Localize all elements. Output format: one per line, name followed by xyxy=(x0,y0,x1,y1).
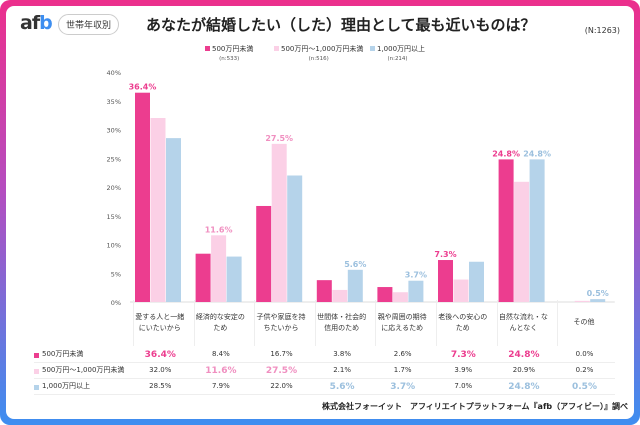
legend-item-2: 500万円～1,000万円未満 (n:516) xyxy=(274,44,363,62)
bar xyxy=(498,159,514,302)
category-label: 老後への安心のため xyxy=(436,300,489,346)
legend-item-3: 1,000万円以上 (n:214) xyxy=(370,44,425,62)
table-cell: 27.5% xyxy=(251,364,312,379)
table-cell: 16.7% xyxy=(251,348,312,363)
table-cell: 7.3% xyxy=(433,348,494,363)
category-label: 世間体・社会的信用のため xyxy=(314,300,368,346)
row-swatch xyxy=(34,369,39,374)
source-note: 株式会社フォーイット アフィリエイトプラットフォーム『afb（アフィビー）』調べ xyxy=(321,402,628,411)
category-label: 経済的な安定のため xyxy=(193,300,247,346)
bar xyxy=(453,279,469,302)
table-cell: 24.8% xyxy=(493,348,555,363)
bar xyxy=(332,289,348,302)
bar xyxy=(316,280,332,302)
table-cell: 24.8% xyxy=(493,380,555,395)
table-cell: 0.0% xyxy=(554,348,615,363)
bar xyxy=(195,253,211,302)
bar-data-label: 5.6% xyxy=(344,260,366,269)
legend-swatch xyxy=(370,46,375,51)
y-tick-label: 35% xyxy=(107,98,121,106)
legend-label: 1,000万円以上 xyxy=(377,45,426,53)
row-swatch xyxy=(34,353,39,358)
bar xyxy=(256,205,272,302)
y-tick-label: 40% xyxy=(107,69,121,77)
bar xyxy=(271,143,287,302)
legend-n: (n:214) xyxy=(387,56,408,62)
bar xyxy=(150,118,166,302)
bar xyxy=(166,138,181,302)
bar xyxy=(377,287,393,302)
table-cell: 5.6% xyxy=(311,380,373,395)
total-n: (N:1263) xyxy=(584,26,620,35)
bar xyxy=(135,92,150,302)
y-tick-label: 30% xyxy=(107,127,121,135)
legend-swatch xyxy=(274,46,279,51)
bar xyxy=(529,159,545,302)
table-cell: 0.2% xyxy=(554,364,615,379)
legend-n: (n:533) xyxy=(219,56,240,62)
row-swatch xyxy=(34,385,39,390)
table-cell: 2.6% xyxy=(372,348,433,363)
table-cell: 2.1% xyxy=(311,364,373,379)
bar xyxy=(211,235,227,302)
legend-label: 500万円～1,000万円未満 xyxy=(281,45,364,53)
bar xyxy=(469,261,484,302)
category-label: 子供や家庭を持ちたいから xyxy=(254,300,307,346)
table-cell: 7.9% xyxy=(190,380,252,395)
category-label: 愛する人と一緒にいたいから xyxy=(133,300,186,346)
bar xyxy=(574,300,590,302)
bar-data-label: 11.6% xyxy=(205,225,233,234)
category-label: 自然な流れ・なんとなく xyxy=(496,300,550,346)
table-cell: 3.9% xyxy=(433,364,494,379)
y-tick-label: 20% xyxy=(107,184,121,192)
bar-data-label: 0.5% xyxy=(587,289,609,298)
bar-data-label: 24.8% xyxy=(523,149,551,158)
row-label: 500万円未満 xyxy=(34,348,130,363)
bar-data-label: 7.3% xyxy=(434,250,456,259)
y-tick-label: 25% xyxy=(107,155,121,163)
y-tick-label: 15% xyxy=(107,213,121,221)
table-cell: 32.0% xyxy=(130,364,191,379)
table-cell: 28.5% xyxy=(130,380,191,395)
table-cell: 11.6% xyxy=(190,364,252,379)
table-cell: 20.9% xyxy=(493,364,555,379)
bar-data-label: 24.8% xyxy=(492,149,520,158)
bar xyxy=(287,175,303,302)
table-cell: 7.0% xyxy=(433,380,494,395)
bar-data-label: 36.4% xyxy=(129,83,157,92)
row-label: 500万円～1,000万円未満 xyxy=(34,364,130,379)
legend-label: 500万円未満 xyxy=(212,45,254,53)
y-tick-label: 10% xyxy=(107,242,121,250)
card xyxy=(6,6,634,419)
bar xyxy=(408,280,424,302)
afb-logo: afb xyxy=(20,12,53,34)
bar xyxy=(226,256,242,302)
category-label: その他 xyxy=(557,300,610,346)
bar xyxy=(438,260,453,302)
table-cell: 22.0% xyxy=(251,380,312,395)
legend-n: (n:516) xyxy=(308,56,329,62)
category-label: 親や周囲の期待に応えるため xyxy=(375,300,428,346)
bar-data-label: 27.5% xyxy=(265,134,293,143)
page-title: あなたが結婚したい（した）理由として最も近いものは？ xyxy=(146,16,536,34)
y-tick-label: 0% xyxy=(111,299,121,307)
table-cell: 3.8% xyxy=(311,348,373,363)
bar xyxy=(514,181,530,302)
legend-item-1: 500万円未満 (n:533) xyxy=(205,44,253,62)
table-cell: 8.4% xyxy=(190,348,252,363)
bar xyxy=(590,299,606,302)
table-cell: 36.4% xyxy=(130,348,191,363)
y-tick-label: 5% xyxy=(111,270,121,278)
bar-data-label: 3.7% xyxy=(405,271,427,280)
segment-tag: 世帯年収別 xyxy=(58,14,120,35)
table-cell: 0.5% xyxy=(554,380,615,395)
bar xyxy=(347,269,363,302)
legend-swatch xyxy=(205,46,210,51)
row-label: 1,000万円以上 xyxy=(34,380,130,395)
bar xyxy=(392,292,408,302)
table-cell: 3.7% xyxy=(372,380,433,395)
table-cell: 1.7% xyxy=(372,364,433,379)
